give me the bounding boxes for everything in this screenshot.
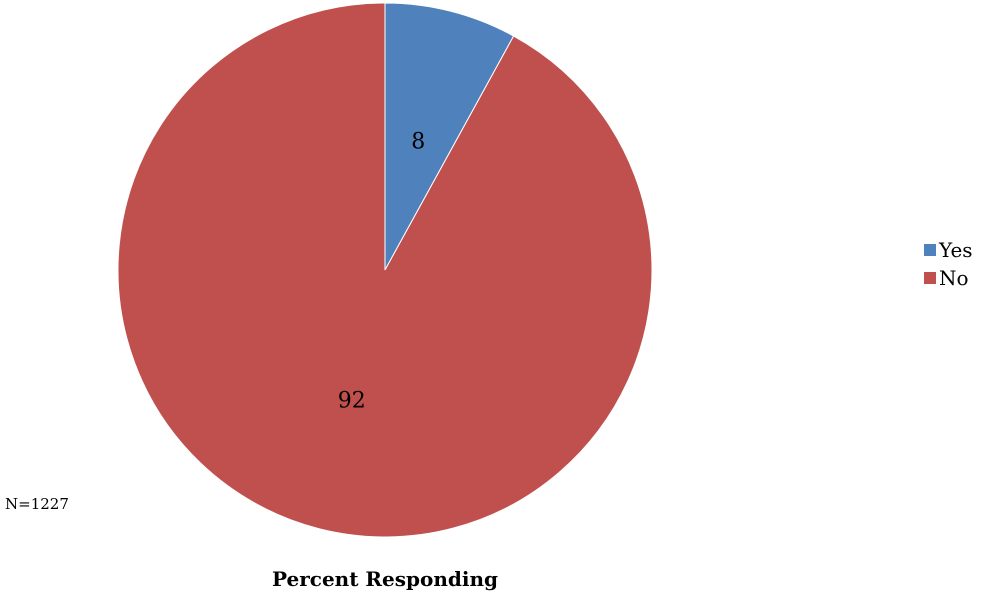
legend-swatch-yes xyxy=(924,244,936,256)
data-label-yes: 8 xyxy=(411,130,425,155)
chart-title: Percent Responding xyxy=(272,567,498,591)
sample-size-note: N=1227 xyxy=(5,495,69,513)
legend-label-no: No xyxy=(939,266,969,290)
pie-slice-no xyxy=(117,2,653,538)
pie-slice-yes xyxy=(384,2,515,271)
data-label-no: 92 xyxy=(338,388,366,413)
legend-item-yes: Yes xyxy=(924,236,973,264)
chart-legend: Yes No xyxy=(924,236,973,292)
legend-label-yes: Yes xyxy=(939,238,973,262)
legend-item-no: No xyxy=(924,264,973,292)
legend-swatch-no xyxy=(924,272,936,284)
